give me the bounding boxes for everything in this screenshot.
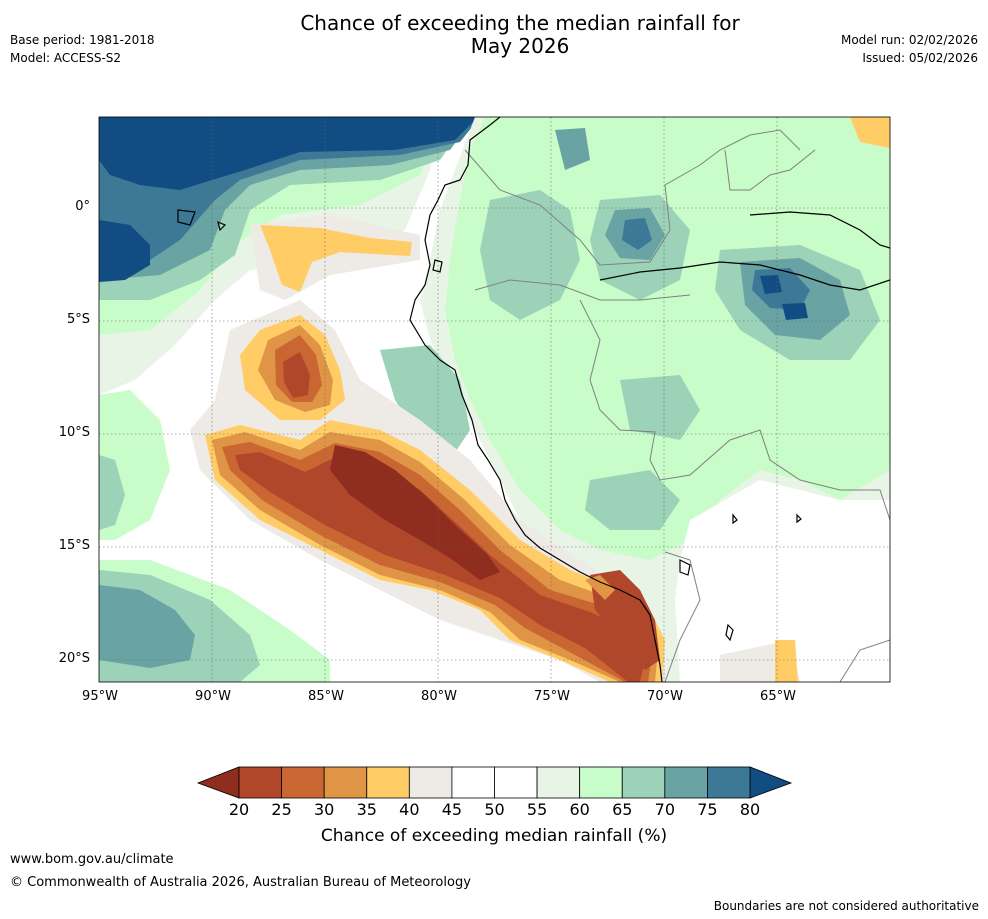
island-galapagos-1 xyxy=(177,209,196,226)
base-period-text: Base period: 1981-2018 xyxy=(10,33,155,47)
region-dry-ne-40 xyxy=(850,117,890,148)
colorbar-tick-40: 40 xyxy=(399,800,420,819)
coastlines xyxy=(177,117,890,682)
colorbar-swatch-9 xyxy=(621,766,666,799)
issued-text: Issued: 05/02/2026 xyxy=(862,51,978,65)
colorbar-swatch-5 xyxy=(451,766,495,799)
border-ecuador-peru xyxy=(474,279,691,301)
map-title-line1: Chance of exceeding the median rainfall … xyxy=(300,11,740,35)
lake-small-1 xyxy=(732,513,738,525)
region-south-band-35 xyxy=(585,575,615,600)
lat-label-15s: 15°S xyxy=(58,538,90,553)
model-run-text: Model run: 02/02/2026 xyxy=(840,33,978,47)
coastline-pacific xyxy=(409,117,663,682)
colorbar-tick-20: 20 xyxy=(228,800,250,819)
region-band-25 xyxy=(283,352,310,398)
lon-label-70w: 70°W xyxy=(647,689,683,704)
colorbar-swatch-3 xyxy=(366,766,410,799)
region-land-80b xyxy=(622,218,652,250)
region-land-70a xyxy=(480,190,580,320)
lon-label-75w: 75°W xyxy=(534,689,570,704)
border-north xyxy=(464,129,801,266)
country-borders xyxy=(464,129,890,682)
region-land-max xyxy=(760,275,782,294)
region-long-band-25 xyxy=(235,452,645,682)
border-venezuela xyxy=(724,149,816,191)
lon-label-80w: 80°W xyxy=(421,689,457,704)
lon-label-90w: 90°W xyxy=(195,689,231,704)
border-southeast xyxy=(839,639,890,682)
colorbar-tick-70: 70 xyxy=(654,800,675,819)
region-land-75c xyxy=(555,128,590,170)
colorbar-tick-45: 45 xyxy=(441,800,463,819)
region-land-70e xyxy=(585,470,680,530)
lat-label-10s: 10°S xyxy=(58,425,90,440)
colorbar-swatch-2 xyxy=(323,766,368,799)
colorbar-swatch-6 xyxy=(494,766,538,799)
footer-copyright: © Commonwealth of Australia 2026, Austra… xyxy=(10,875,471,890)
colorbar-swatch-10 xyxy=(664,766,708,799)
footer-disclaimer: Boundaries are not considered authoritat… xyxy=(713,899,979,913)
colorbar-tick-80: 80 xyxy=(739,800,761,819)
lat-label-20s: 20°S xyxy=(58,651,90,666)
colorbar-label: Chance of exceeding median rainfall (%) xyxy=(320,826,668,846)
lon-label-65w: 65°W xyxy=(760,689,796,704)
lake-titicaca xyxy=(679,559,691,576)
region-land-70d xyxy=(380,345,470,460)
colorbar-swatch-1 xyxy=(281,766,325,799)
island-gulf xyxy=(432,259,443,273)
region-dry-north-40 xyxy=(260,225,412,292)
river-upper xyxy=(749,211,890,249)
colorbar-swatch-8 xyxy=(579,766,623,799)
colorbar-tick-50: 50 xyxy=(484,800,505,819)
region-land-70f xyxy=(620,375,700,440)
region-long-band-20 xyxy=(330,445,500,580)
colorbar-swatch-11 xyxy=(707,766,751,799)
colorbar-swatch-7 xyxy=(536,766,581,799)
region-dry-se-40 xyxy=(775,640,798,682)
lat-label-0: 0° xyxy=(75,199,90,214)
region-ocean-west-mid-70 xyxy=(99,455,125,530)
region-land-max-b xyxy=(782,303,808,320)
model-text: Model: ACCESS-S2 xyxy=(10,51,122,65)
colorbar-tick-65: 65 xyxy=(612,800,633,819)
map-title-line2: May 2026 xyxy=(470,34,570,58)
lon-label-95w: 95°W xyxy=(82,689,118,704)
colorbar-high-arrow xyxy=(749,766,793,799)
lake-small-2 xyxy=(796,513,802,524)
colorbar-swatch-4 xyxy=(408,766,453,799)
colorbar xyxy=(196,766,793,799)
colorbar-tick-75: 75 xyxy=(697,800,718,819)
map-frame xyxy=(98,116,891,683)
region-ocean-west-max xyxy=(99,220,150,282)
colorbar-low-arrow xyxy=(196,766,240,799)
border-bolivia-chile xyxy=(664,551,701,682)
region-land-south-white xyxy=(675,480,890,682)
colorbar-tick-30: 30 xyxy=(313,800,335,819)
colorbar-tick-25: 25 xyxy=(271,800,292,819)
region-ocean-north-max xyxy=(99,117,478,190)
map-title: Chance of exceeding the median rainfall … xyxy=(0,12,988,58)
island-galapagos-2 xyxy=(217,220,227,232)
lat-label-5s: 5°S xyxy=(66,312,90,327)
lon-label-85w: 85°W xyxy=(308,689,344,704)
map-plot-area xyxy=(99,117,890,682)
lake-small-3 xyxy=(725,623,734,642)
colorbar-swatch-0 xyxy=(238,766,282,799)
colorbar-tick-35: 35 xyxy=(356,800,377,819)
colorbar-tick-60: 60 xyxy=(569,800,590,819)
border-peru-brazil-bolivia xyxy=(579,299,890,521)
river-amazon xyxy=(599,261,890,291)
region-ocean-south-75 xyxy=(99,585,195,668)
colorbar-tick-55: 55 xyxy=(526,800,548,819)
footer-url[interactable]: www.bom.gov.au/climate xyxy=(10,852,174,867)
